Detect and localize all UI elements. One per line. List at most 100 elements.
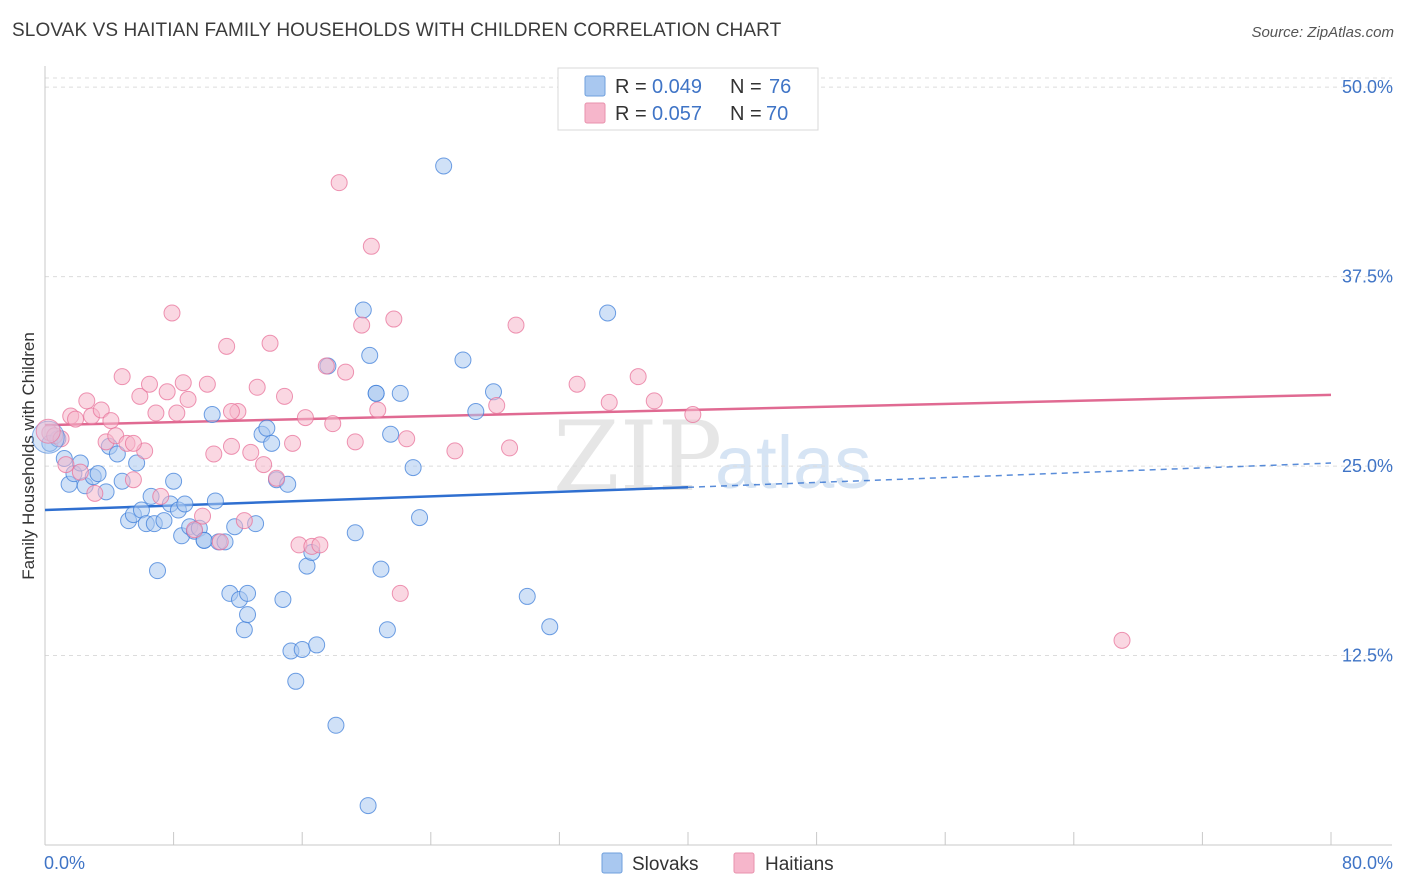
- slovaks-point: [518, 587, 536, 605]
- legend-n-label-2: N =: [730, 103, 762, 125]
- axes: [44, 66, 1392, 846]
- slovaks-point: [165, 472, 183, 490]
- slovaks-point: [454, 351, 472, 369]
- y-tick-label: 37.5%: [1342, 267, 1393, 287]
- haitians-point: [284, 434, 302, 452]
- haitians-point: [86, 484, 104, 502]
- slovaks-point: [239, 584, 257, 602]
- haitians-point: [629, 368, 647, 386]
- haitians-point: [276, 387, 294, 405]
- slovaks-point: [361, 346, 379, 364]
- haitians-point: [391, 584, 409, 602]
- slovaks-point: [378, 621, 396, 639]
- slovaks-point: [263, 434, 281, 452]
- haitians-point: [163, 304, 181, 322]
- slovaks-point: [274, 590, 292, 608]
- y-axis-title: Family Households with Children: [19, 332, 38, 580]
- slovaks-point: [308, 636, 326, 654]
- haitians-point: [205, 445, 223, 463]
- y-tick-label: 25.0%: [1342, 456, 1393, 476]
- slovaks-point: [128, 454, 146, 472]
- slovaks-point: [108, 445, 126, 463]
- slovaks-point: [206, 492, 224, 510]
- haitians-point: [198, 375, 216, 393]
- haitians-point: [158, 383, 176, 401]
- bottom-legend-swatch-haitians: [733, 852, 755, 874]
- haitians-point: [369, 401, 387, 419]
- slovaks-point: [287, 672, 305, 690]
- bottom-legend-slovaks: Slovaks: [632, 854, 699, 875]
- haitians-point: [346, 433, 364, 451]
- legend-n-value-2: 70: [766, 103, 788, 125]
- slovaks-point: [404, 459, 422, 477]
- haitians-point: [92, 401, 110, 419]
- slovaks-point: [382, 425, 400, 443]
- bottom-legend-haitians: Haitians: [765, 854, 834, 875]
- haitians-point: [311, 536, 329, 554]
- slovaks-point: [235, 621, 253, 639]
- haitians-point: [362, 237, 380, 255]
- haitians-point: [568, 375, 586, 393]
- haitians-point: [222, 403, 240, 421]
- legend-r-value-1: 0.049: [652, 76, 702, 98]
- slovaks-point: [155, 512, 173, 530]
- haitians-point: [353, 316, 371, 334]
- legend-r-label-1: R =: [615, 76, 647, 98]
- haitians-point: [385, 310, 403, 328]
- correlation-legend: R = 0.049 N = 76 R = 0.057 N = 70: [557, 67, 819, 131]
- haitians-point: [684, 406, 702, 424]
- slovaks-point: [354, 301, 372, 319]
- haitians-point: [488, 396, 506, 414]
- legend-swatch-haitians: [584, 102, 606, 124]
- bottom-legend-swatch-slovaks: [601, 852, 623, 874]
- haitians-point: [78, 392, 96, 410]
- legend-n-value-1: 76: [769, 76, 791, 98]
- haitians-point: [179, 390, 197, 408]
- haitians-point: [124, 434, 142, 452]
- haitians-point: [131, 387, 149, 405]
- slovaks-trend-extension: [687, 462, 1332, 489]
- watermark-atlas: atlas: [715, 421, 871, 504]
- slovaks-point: [467, 403, 485, 421]
- haitians-point: [124, 471, 142, 489]
- haitians-point: [71, 463, 89, 481]
- slovaks-point: [239, 606, 257, 624]
- haitians-point: [235, 512, 253, 530]
- chart-title: SLOVAK VS HAITIAN FAMILY HOUSEHOLDS WITH…: [12, 20, 782, 41]
- x-tick-label-min: 0.0%: [44, 853, 85, 873]
- haitians-point: [174, 374, 192, 392]
- y-tick-label: 50.0%: [1342, 77, 1393, 97]
- grid-lines: [45, 77, 1392, 657]
- slovaks-point: [258, 419, 276, 437]
- haitians-point: [168, 404, 186, 422]
- haitians-point: [67, 410, 85, 428]
- haitians-point: [57, 456, 75, 474]
- haitians-point: [255, 456, 273, 474]
- slovaks-point: [391, 384, 409, 402]
- haitians-point: [261, 334, 279, 352]
- haitians-point: [337, 363, 355, 381]
- legend-r-value-2: 0.057: [652, 103, 702, 125]
- series-legend: Slovaks Haitians: [601, 852, 834, 875]
- haitians-point: [330, 174, 348, 192]
- haitians-point: [317, 357, 335, 375]
- slovaks-point: [149, 562, 167, 580]
- x-tick-labels: 0.0% 80.0%: [44, 853, 1393, 873]
- haitians-point: [222, 437, 240, 455]
- haitians-point: [248, 378, 266, 396]
- slovaks-point: [327, 716, 345, 734]
- haitians-point: [501, 439, 519, 457]
- haitians-cluster-point: [35, 418, 61, 444]
- y-tick-labels: 12.5% 25.0% 37.5% 50.0%: [1342, 77, 1393, 665]
- haitians-point: [600, 393, 618, 411]
- slovaks-point: [372, 560, 390, 578]
- slovaks-point: [203, 406, 221, 424]
- x-tick-label-max: 80.0%: [1342, 853, 1393, 873]
- data-points: [31, 157, 1131, 815]
- haitians-point: [242, 443, 260, 461]
- slovaks-point: [89, 465, 107, 483]
- slovaks-point: [599, 304, 617, 322]
- slovaks-point: [176, 495, 194, 513]
- haitians-point: [324, 415, 342, 433]
